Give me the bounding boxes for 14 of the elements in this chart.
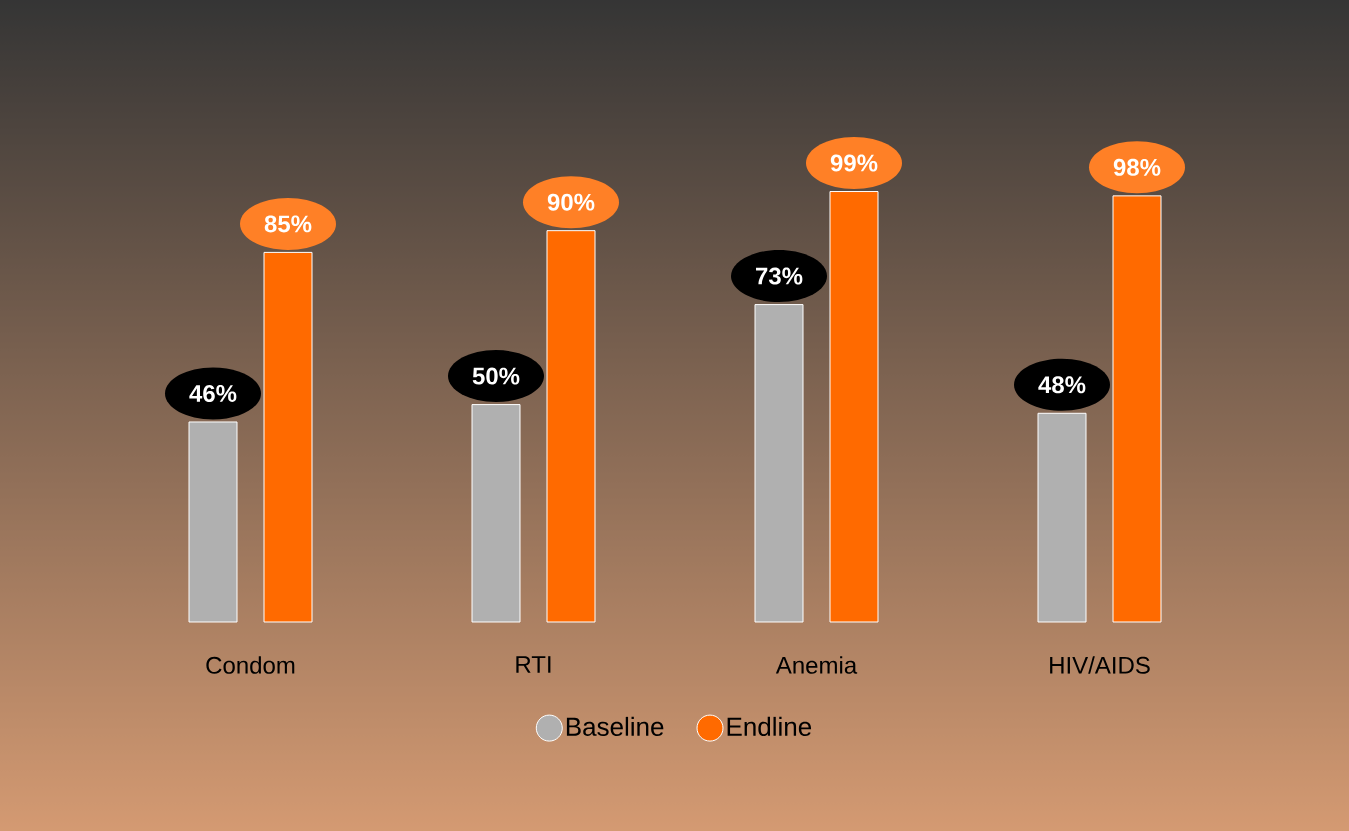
legend-label: Endline — [727, 716, 812, 736]
data-label: 50% — [472, 367, 520, 385]
x-tick-label: HIV/AIDS — [1050, 656, 1150, 674]
data-label: 98% — [1113, 158, 1161, 176]
data-label: 99% — [830, 154, 878, 172]
x-tick-label: Condom — [206, 656, 295, 674]
data-label: 73% — [756, 267, 803, 285]
x-tick-label: Anemia — [775, 656, 858, 674]
data-label: 46% — [189, 384, 237, 402]
legend-label: Baseline — [566, 716, 664, 736]
data-label: 85% — [264, 215, 312, 233]
data-label: 48% — [1038, 376, 1086, 394]
x-tick-label: RTI — [516, 656, 551, 673]
data-label: 90% — [547, 193, 595, 211]
